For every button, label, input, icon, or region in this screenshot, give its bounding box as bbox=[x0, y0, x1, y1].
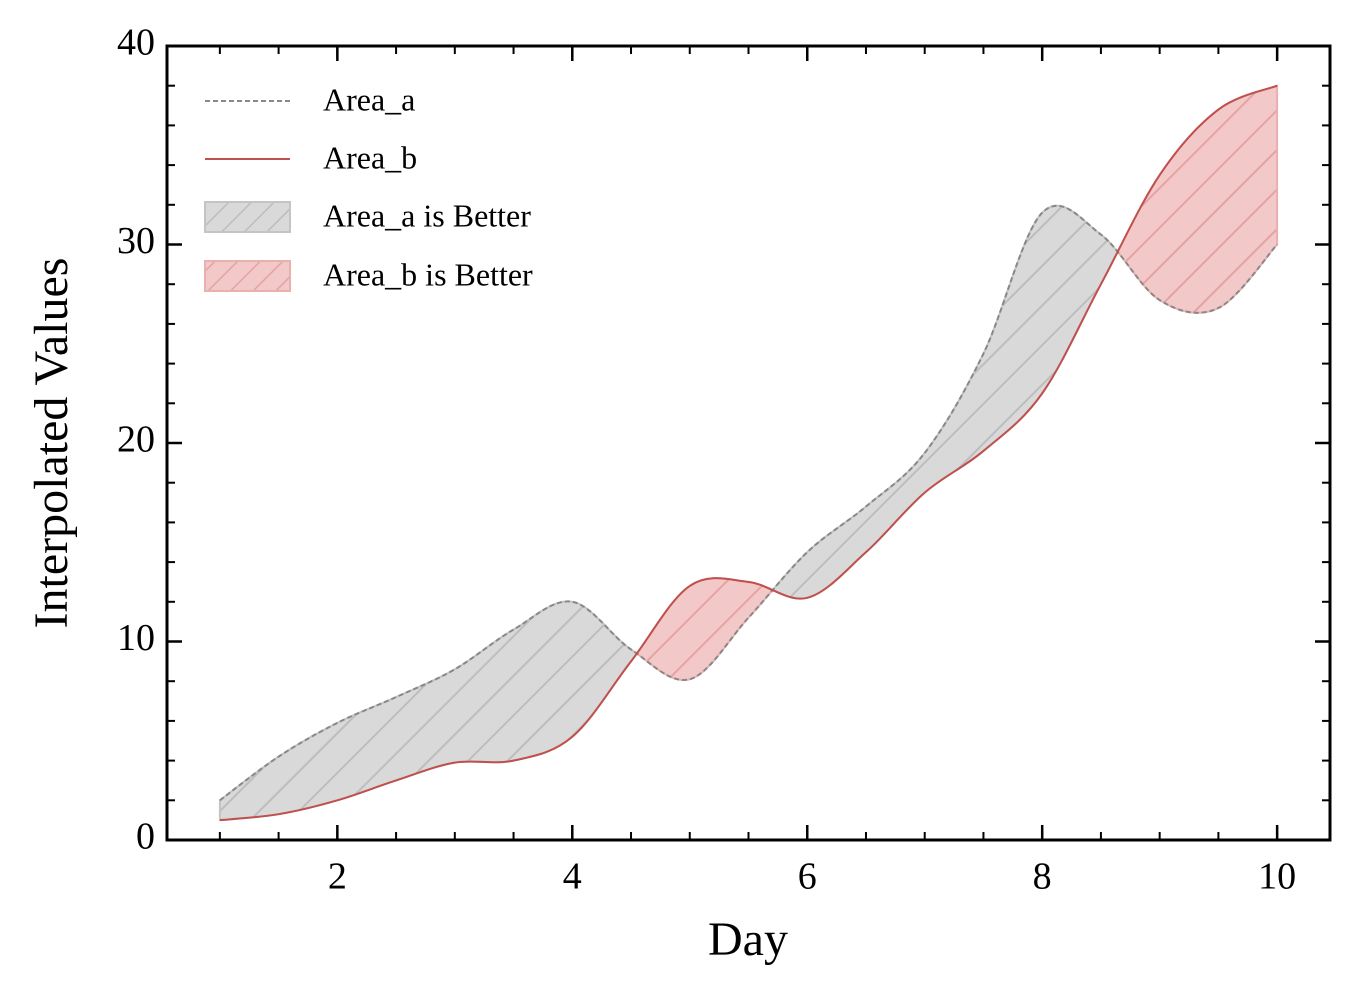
x-axis-label: Day bbox=[708, 913, 788, 966]
series-line bbox=[219, 204, 1278, 802]
legend-label: Area_b bbox=[323, 139, 417, 175]
legend-label: Area_a is Better bbox=[323, 197, 531, 233]
x-tick-label: 2 bbox=[328, 856, 347, 898]
fill-between bbox=[1116, 84, 1279, 314]
fill-between bbox=[218, 600, 639, 822]
y-tick-label: 10 bbox=[117, 617, 155, 659]
y-tick-label: 0 bbox=[136, 816, 155, 858]
x-tick-label: 8 bbox=[1033, 856, 1052, 898]
legend-label: Area_a bbox=[323, 81, 415, 117]
x-tick-label: 10 bbox=[1258, 856, 1296, 898]
fill-between bbox=[635, 577, 775, 681]
x-tick-label: 6 bbox=[798, 856, 817, 898]
series-line bbox=[219, 84, 1278, 822]
fill-between bbox=[770, 204, 1119, 600]
legend-patch bbox=[204, 260, 291, 292]
y-tick-label: 40 bbox=[117, 22, 155, 64]
y-tick-label: 20 bbox=[117, 419, 155, 461]
legend-patch bbox=[204, 201, 291, 233]
legend-label: Area_b is Better bbox=[323, 256, 533, 292]
y-axis-label: Interpolated Values bbox=[25, 258, 78, 629]
y-tick-label: 30 bbox=[117, 220, 155, 262]
x-tick-label: 4 bbox=[563, 856, 582, 898]
plot-area bbox=[218, 84, 1279, 822]
